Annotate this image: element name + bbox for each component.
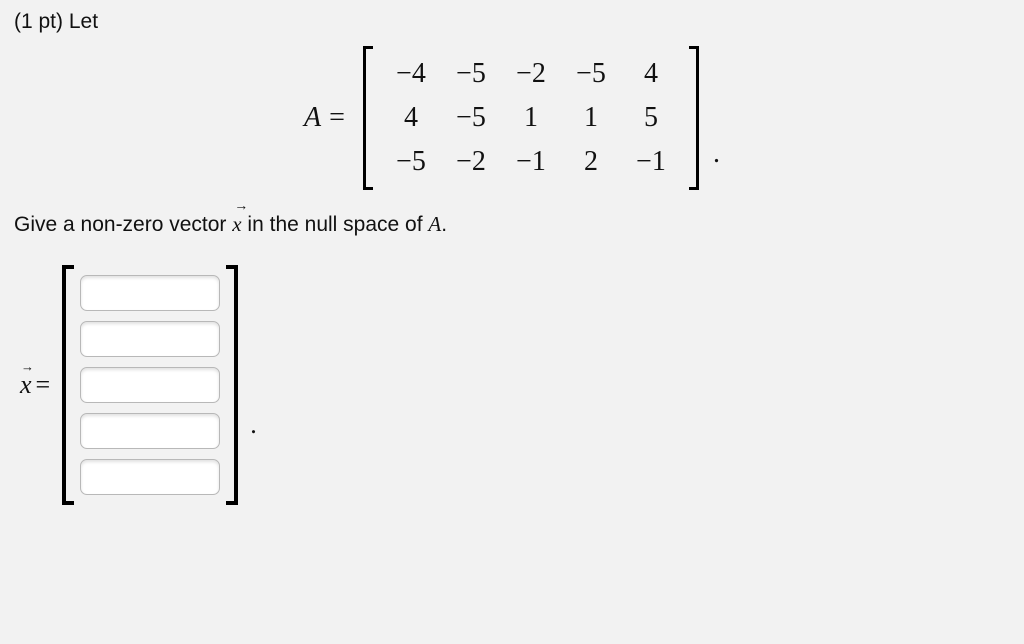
matrix-label: A = [304,102,345,134]
equals-sign: = [36,370,51,400]
answer-period: . [250,410,257,440]
matrix-A: −4−5−2−544−5115−5−2−12−1 [359,46,703,190]
prompt-end: . [441,213,447,236]
answer-area: → x = . [20,265,1010,505]
vector-right-bracket [226,265,244,505]
matrix-cell: 5 [621,96,681,140]
answer-input-2[interactable] [80,321,220,357]
matrix-cell: 4 [621,52,681,96]
matrix-cell: 1 [501,96,561,140]
problem-page: (1 pt) Let A = −4−5−2−544−5115−5−2−12−1 … [0,0,1024,505]
matrix-cell: 2 [561,140,621,184]
answer-input-5[interactable] [80,459,220,495]
matrix-cell: −2 [501,52,561,96]
points-line: (1 pt) Let [14,10,1010,34]
answer-vector-label: → x = [20,370,50,400]
matrix-period: . [713,138,720,190]
matrix-cell: −2 [441,140,501,184]
matrix-definition: A = −4−5−2−544−5115−5−2−12−1 . [14,46,1010,190]
answer-vector-bracket [56,265,244,505]
matrix-cell: −5 [441,52,501,96]
vector-left-bracket [56,265,74,505]
matrix-row: −4−5−2−54 [381,52,681,96]
vector-x-symbol: →x [232,212,241,237]
matrix-right-bracket [689,46,703,190]
answer-input-3[interactable] [80,367,220,403]
prompt-prefix: Give a non-zero vector [14,213,232,236]
matrix-row: 4−5115 [381,96,681,140]
vector-arrow-icon: → [21,359,34,375]
matrix-cell: −1 [501,140,561,184]
matrix-left-bracket [359,46,373,190]
answer-inputs-column [74,265,226,505]
matrix-cell: −5 [441,96,501,140]
matrix-cell: −4 [381,52,441,96]
vector-arrow-icon: → [234,199,248,215]
answer-input-4[interactable] [80,413,220,449]
matrix-cell: −5 [381,140,441,184]
prompt-suffix: in the null space of [242,213,429,236]
answer-input-1[interactable] [80,275,220,311]
matrix-cell: −5 [561,52,621,96]
prompt-A: A [428,212,441,236]
matrix-row: −5−2−12−1 [381,140,681,184]
matrix-cell: 4 [381,96,441,140]
prompt-line: Give a non-zero vector →x in the null sp… [14,212,1010,237]
matrix-body: −4−5−2−544−5115−5−2−12−1 [373,46,689,190]
matrix-letter: A [304,102,321,134]
matrix-cell: 1 [561,96,621,140]
matrix-cell: −1 [621,140,681,184]
equals-sign: = [329,102,345,134]
